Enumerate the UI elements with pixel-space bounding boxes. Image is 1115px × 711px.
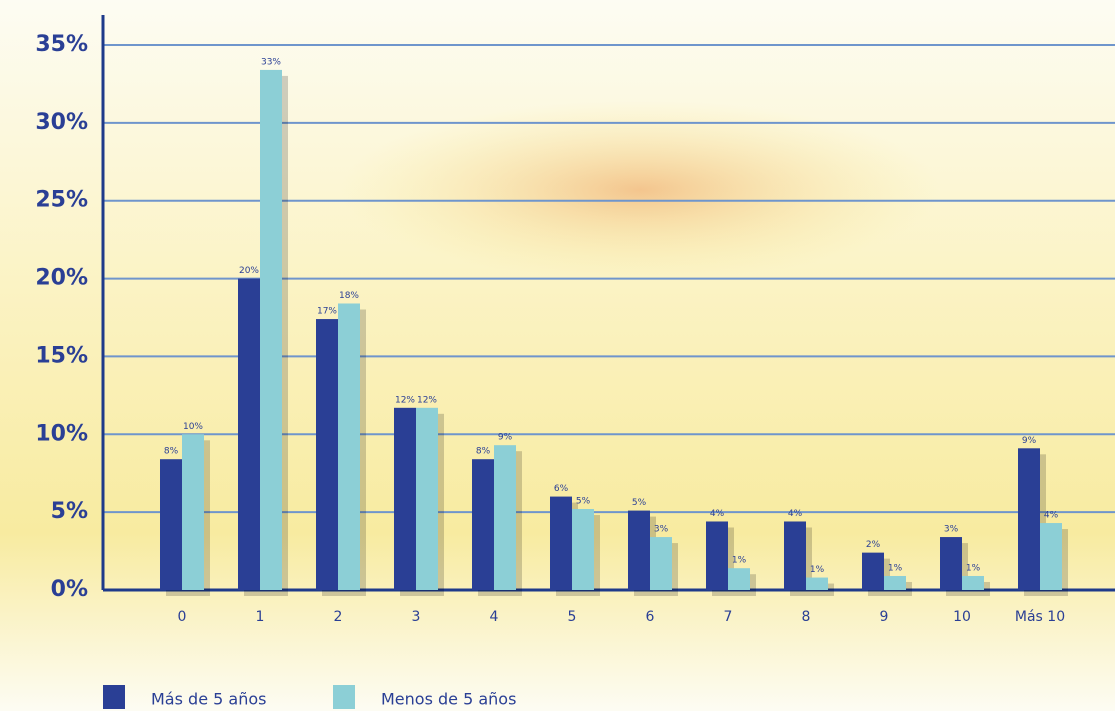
legend-label: Más de 5 años: [151, 690, 266, 709]
x-tick-label: 7: [724, 609, 733, 625]
bar: [1040, 523, 1062, 590]
x-tick-label: 6: [646, 609, 655, 625]
value-label: 17%: [317, 307, 337, 317]
y-tick-label: 0%: [51, 577, 88, 602]
x-tick-label: 2: [334, 609, 343, 625]
value-label: 4%: [1044, 511, 1059, 521]
bar: [572, 509, 594, 590]
value-label: 12%: [417, 395, 437, 405]
value-label: 6%: [554, 484, 569, 494]
bar: [494, 445, 516, 590]
bar: [728, 568, 750, 590]
x-tick-label: 10: [953, 609, 971, 625]
bar: [884, 575, 906, 590]
x-tick-label: Más 10: [1015, 609, 1065, 625]
bar: [316, 319, 338, 590]
bar: [394, 407, 416, 590]
value-label: 3%: [654, 525, 669, 535]
bar: [862, 552, 884, 590]
value-label: 9%: [498, 433, 513, 443]
y-tick-label: 10%: [35, 421, 88, 446]
value-label: 5%: [576, 497, 591, 507]
x-tick-label: 1: [256, 609, 265, 625]
x-tick-label: 5: [568, 609, 577, 625]
value-label: 18%: [339, 291, 359, 301]
value-label: 5%: [632, 498, 647, 508]
value-label: 3%: [944, 525, 959, 535]
bar: [1018, 448, 1040, 590]
legend-swatch: [103, 685, 125, 709]
value-label: 4%: [788, 509, 803, 519]
value-label: 20%: [239, 266, 259, 276]
bar: [550, 496, 572, 590]
y-tick-label: 20%: [35, 266, 88, 291]
x-tick-label: 4: [490, 609, 499, 625]
y-tick-label: 5%: [51, 499, 88, 524]
value-label: 12%: [395, 395, 415, 405]
x-tick-label: 8: [802, 609, 811, 625]
value-label: 1%: [966, 563, 981, 573]
value-label: 4%: [710, 509, 725, 519]
legend-swatch: [333, 685, 355, 709]
bar: [238, 278, 260, 590]
bar: [628, 510, 650, 590]
value-label: 10%: [183, 422, 203, 432]
bar: [182, 434, 204, 590]
value-label: 1%: [888, 563, 903, 573]
x-tick-label: 3: [412, 609, 421, 625]
y-tick-label: 15%: [35, 343, 88, 368]
background-glow: [340, 100, 940, 280]
value-label: 8%: [476, 447, 491, 457]
legend-label: Menos de 5 años: [381, 690, 516, 709]
value-label: 9%: [1022, 436, 1037, 446]
value-label: 1%: [732, 556, 747, 566]
y-tick-label: 35%: [35, 32, 88, 57]
bar: [338, 303, 360, 590]
value-label: 2%: [866, 540, 881, 550]
value-label: 1%: [810, 565, 825, 575]
y-tick-label: 30%: [35, 110, 88, 135]
bar: [650, 537, 672, 590]
value-label: 33%: [261, 57, 281, 67]
value-label: 8%: [164, 447, 179, 457]
bar: [160, 459, 182, 590]
bar: [472, 459, 494, 590]
bar: [962, 575, 984, 590]
bar: [260, 69, 282, 590]
bar: [784, 521, 806, 590]
x-tick-label: 0: [178, 609, 187, 625]
bar: [416, 407, 438, 590]
x-tick-label: 9: [880, 609, 889, 625]
bar: [940, 537, 962, 590]
y-tick-label: 25%: [35, 188, 88, 213]
bar: [706, 521, 728, 590]
bar: [806, 577, 828, 590]
